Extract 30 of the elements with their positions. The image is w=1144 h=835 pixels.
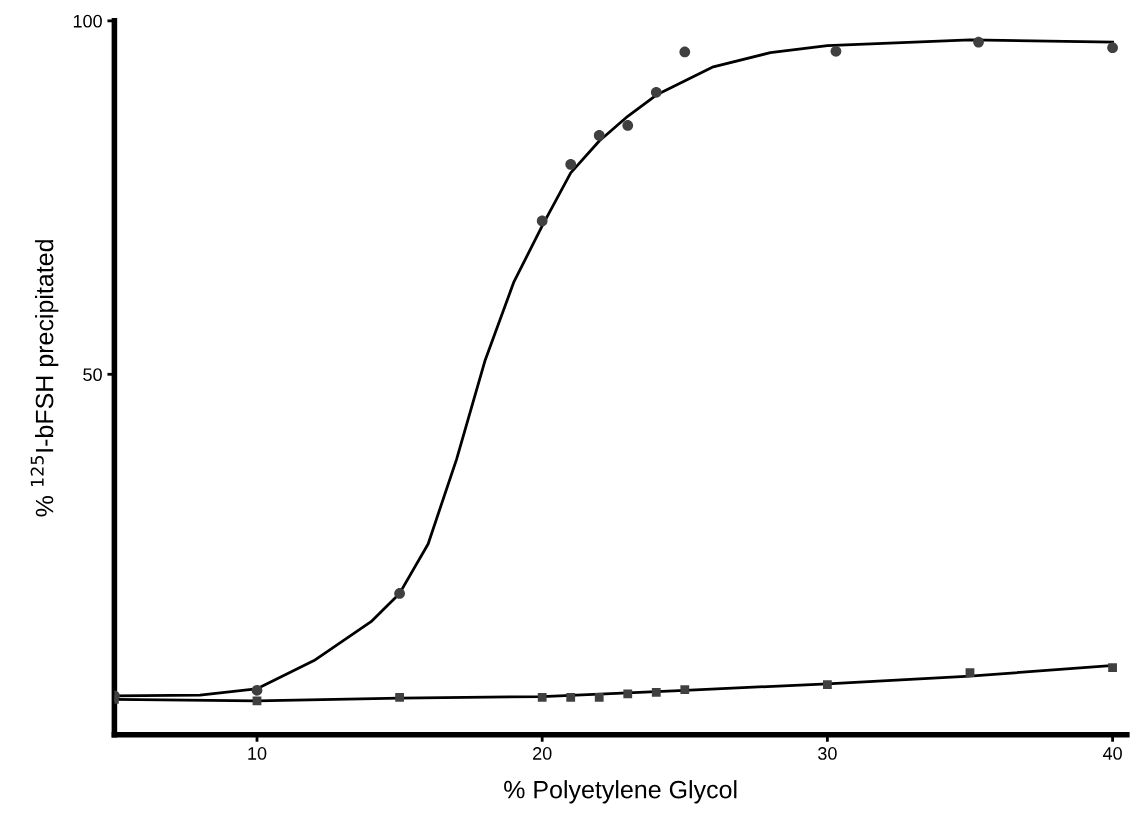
point	[593, 130, 605, 141]
x-axis-title: % Polyetylene Glycol	[504, 780, 737, 804]
y-axis-title: % $^{125}$I-bFSH precipitated	[30, 240, 59, 517]
point	[622, 120, 634, 131]
point	[394, 588, 405, 599]
point	[251, 684, 263, 696]
point	[1107, 42, 1118, 54]
point	[650, 86, 662, 98]
point	[566, 692, 576, 702]
point	[822, 680, 832, 690]
x-tick-label: 20	[533, 747, 552, 760]
point	[395, 692, 404, 702]
point	[1108, 663, 1117, 673]
x-tick-label: 10	[248, 747, 267, 760]
x-tick-label: 40	[1102, 747, 1122, 760]
point	[252, 696, 262, 706]
point	[594, 692, 604, 702]
point	[565, 158, 577, 170]
y-tick-label: 100	[73, 14, 102, 28]
x-tick-label: 30	[818, 747, 837, 760]
y-tick-label: 50	[83, 368, 102, 382]
point	[830, 45, 842, 57]
point	[651, 688, 661, 697]
point	[623, 689, 633, 699]
point	[679, 46, 691, 58]
point	[965, 668, 975, 677]
point	[973, 36, 984, 48]
point	[680, 685, 690, 694]
point	[536, 215, 548, 227]
point	[537, 692, 547, 702]
